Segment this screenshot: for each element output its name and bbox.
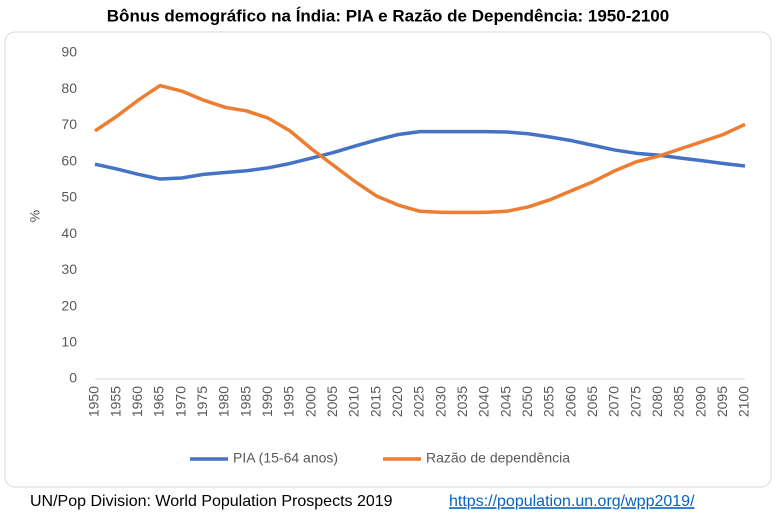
x-tick-label: 2065 [584,386,600,417]
y-tick-label: 80 [61,80,77,96]
x-tick-label: 2080 [649,386,665,417]
y-tick-label: 40 [61,225,77,241]
y-tick-label: 20 [61,297,77,313]
x-tick-label: 2070 [606,386,622,417]
y-tick-label: 70 [61,116,77,132]
x-tick-label: 2025 [411,386,427,417]
x-tick-label: 2090 [692,386,708,417]
y-tick-label: 30 [61,261,77,277]
x-tick-label: 2060 [562,386,578,417]
x-tick-label: 1970 [172,386,188,417]
x-tick-label: 2050 [519,386,535,417]
x-tick-label: 2055 [541,386,557,417]
y-tick-label: 50 [61,189,77,205]
y-tick-label: 10 [61,333,77,349]
x-tick-label: 2095 [714,386,730,417]
x-tick-label: 1955 [107,386,123,417]
x-tick-label: 1995 [281,386,297,417]
y-axis-label: % [27,210,43,222]
x-tick-label: 2100 [736,386,752,417]
y-tick-label: 90 [61,44,77,60]
x-tick-label: 2045 [497,386,513,417]
x-tick-label: 1975 [194,386,210,417]
source-text: UN/Pop Division: World Population Prospe… [30,493,393,510]
x-tick-label: 1980 [216,386,232,417]
y-tick-label: 0 [69,370,77,386]
chart-title: Bônus demográfico na Índia: PIA e Razão … [107,6,669,25]
series-line [94,129,746,181]
x-tick-label: 1950 [86,386,102,417]
x-tick-label: 1965 [151,386,167,417]
x-tick-label: 1990 [259,386,275,417]
x-tick-label: 2085 [671,386,687,417]
x-tick-label: 2040 [476,386,492,417]
x-tick-label: 2015 [367,386,383,417]
x-tick-label: 1960 [129,386,145,417]
chart-frame [4,31,772,488]
legend-label: PIA (15-64 anos) [233,450,338,466]
x-tick-label: 2020 [389,386,405,417]
series-line [94,83,746,215]
x-tick-label: 2035 [454,386,470,417]
x-tick-label: 2005 [324,386,340,417]
source-link[interactable]: https://population.un.org/wpp2019/ [449,493,695,510]
legend-label: Razão de dependência [426,450,570,466]
x-tick-label: 2000 [302,386,318,417]
x-tick-label: 2075 [627,386,643,417]
x-tick-label: 2010 [346,386,362,417]
x-tick-label: 2030 [432,386,448,417]
x-tick-label: 1985 [237,386,253,417]
y-tick-label: 60 [61,152,77,168]
